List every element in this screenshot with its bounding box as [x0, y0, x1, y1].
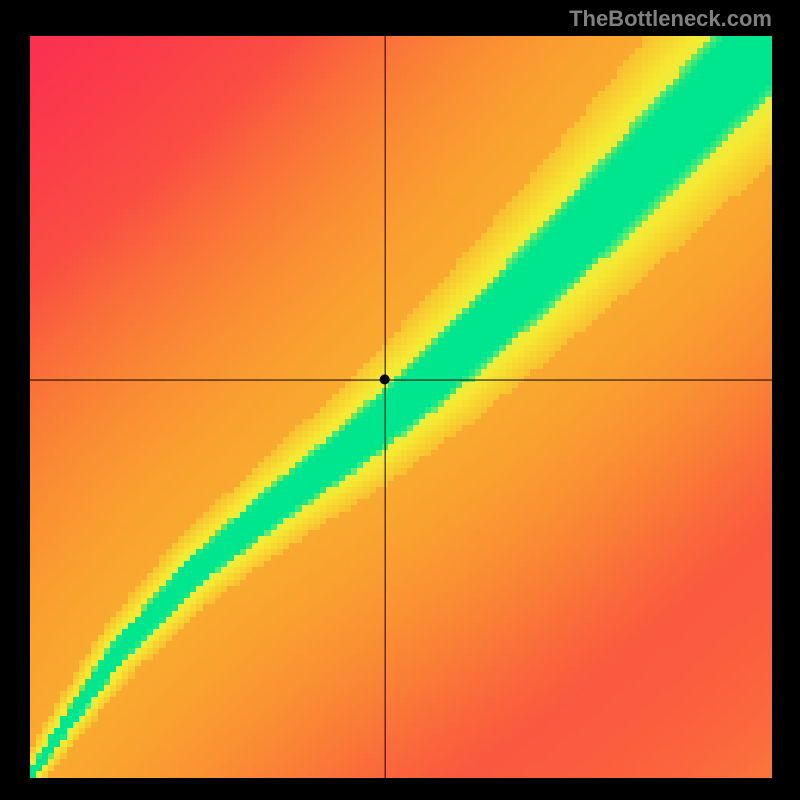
watermark-text: TheBottleneck.com	[569, 6, 772, 32]
heatmap-canvas	[30, 36, 772, 778]
bottleneck-heatmap-chart	[30, 36, 772, 778]
